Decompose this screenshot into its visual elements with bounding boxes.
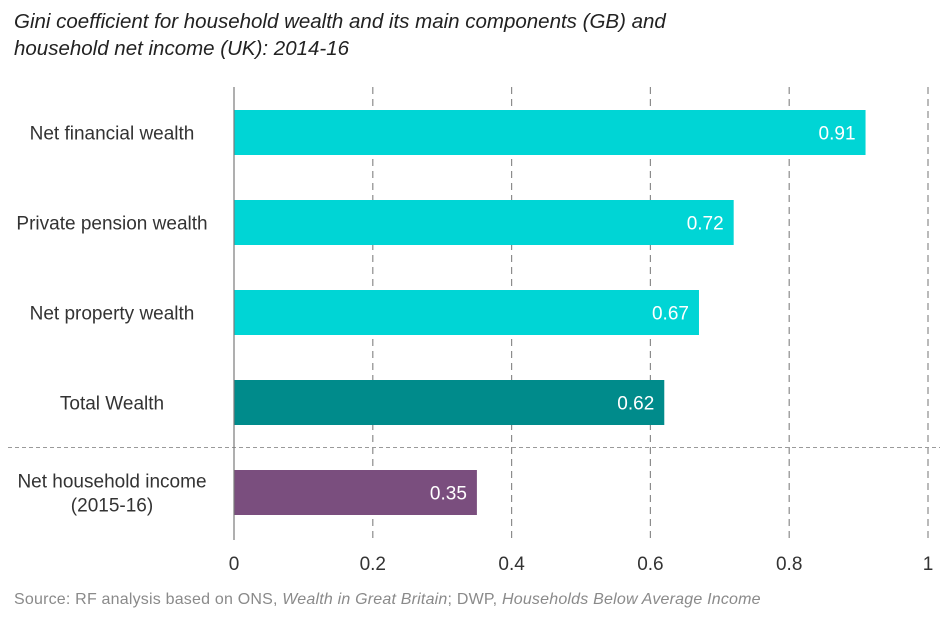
bar-value-label-4: 0.62 (617, 394, 654, 415)
x-tick-label-0: 0 (229, 554, 240, 575)
category-label-5-line-2: (2015-16) (71, 496, 153, 517)
x-tick-label-2: 0.4 (498, 554, 525, 575)
category-label-4-line-1: Total Wealth (60, 394, 164, 415)
source-mid: ; DWP, (447, 591, 502, 608)
bar-5 (234, 470, 477, 515)
category-label-1: Net financial wealth (30, 124, 195, 145)
x-tick-label-3: 0.6 (637, 554, 663, 575)
chart-title: Gini coefficient for household wealth an… (14, 8, 914, 62)
bar-3 (234, 290, 699, 335)
bar-value-label-1: 0.91 (819, 124, 856, 145)
x-tick-label-4: 0.8 (776, 554, 802, 575)
bar-4 (234, 380, 665, 425)
bar-value-label-5: 0.35 (430, 484, 467, 505)
category-label-3-line-1: Net property wealth (30, 304, 195, 325)
source-note: Source: RF analysis based on ONS, Wealth… (14, 591, 761, 609)
x-tick-label-5: 1 (923, 554, 934, 575)
chart-title-line-1: Gini coefficient for household wealth an… (14, 10, 666, 33)
category-label-2-line-1: Private pension wealth (16, 214, 207, 235)
bar-value-label-2: 0.72 (687, 214, 724, 235)
x-tick-label-1: 0.2 (360, 554, 386, 575)
category-label-5-line-1: Net household income (17, 472, 206, 493)
source-title-hbai: Households Below Average Income (501, 591, 761, 608)
source-prefix: Source: RF analysis based on ONS, (14, 591, 283, 608)
category-label-3: Net property wealth (30, 304, 195, 325)
category-label-4: Total Wealth (60, 394, 164, 415)
category-label-1-line-1: Net financial wealth (30, 124, 195, 145)
category-label-5: Net household income (2015-16) (17, 472, 206, 517)
bar-2 (234, 200, 734, 245)
category-label-2: Private pension wealth (16, 214, 207, 235)
chart-title-line-2: household net income (UK): 2014-16 (14, 37, 350, 60)
source-title-wealth: Wealth in Great Britain (282, 591, 448, 608)
bar-1 (234, 110, 866, 155)
bar-value-label-3: 0.67 (652, 304, 689, 325)
